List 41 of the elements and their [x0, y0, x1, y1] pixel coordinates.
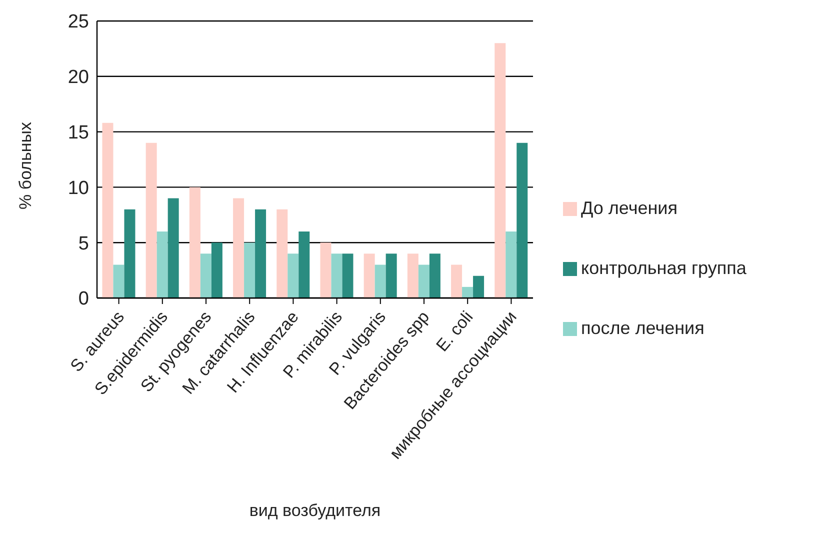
y-tick-label: 5	[78, 233, 89, 254]
bar	[494, 43, 506, 298]
bar	[189, 187, 200, 298]
bar	[516, 142, 528, 298]
bar	[276, 209, 288, 298]
bar	[462, 286, 474, 298]
bar	[451, 264, 462, 298]
bar	[418, 264, 430, 298]
bar	[244, 242, 256, 298]
bar	[102, 122, 114, 298]
bar	[374, 264, 386, 298]
bar	[156, 232, 168, 298]
bar	[331, 254, 342, 298]
bar	[429, 254, 440, 298]
bar	[342, 254, 354, 298]
y-axis-title: % больных	[16, 121, 36, 210]
bar	[113, 264, 124, 298]
bar	[506, 232, 517, 298]
x-axis-title: вид возбудителя	[249, 501, 381, 520]
bar	[200, 254, 212, 298]
bar	[320, 242, 332, 298]
bar	[146, 142, 157, 298]
y-tick-label: 25	[68, 12, 89, 33]
y-tick-label: 15	[68, 122, 89, 144]
legend-label: контрольная группа	[581, 258, 746, 278]
bar	[211, 242, 222, 298]
y-tick-label: 10	[68, 178, 89, 199]
bar	[168, 198, 179, 298]
legend-label: До лечения	[581, 198, 678, 218]
bar	[255, 209, 266, 298]
y-tick-label: 20	[68, 67, 89, 88]
bar	[407, 254, 418, 298]
bar	[298, 232, 310, 298]
legend-label: после лечения	[581, 318, 704, 338]
y-tick-label: 0	[78, 288, 89, 310]
bar	[473, 276, 484, 298]
bar	[233, 198, 244, 298]
bar	[386, 254, 397, 298]
bar	[288, 254, 299, 298]
bar	[124, 209, 136, 298]
bar	[364, 254, 375, 298]
